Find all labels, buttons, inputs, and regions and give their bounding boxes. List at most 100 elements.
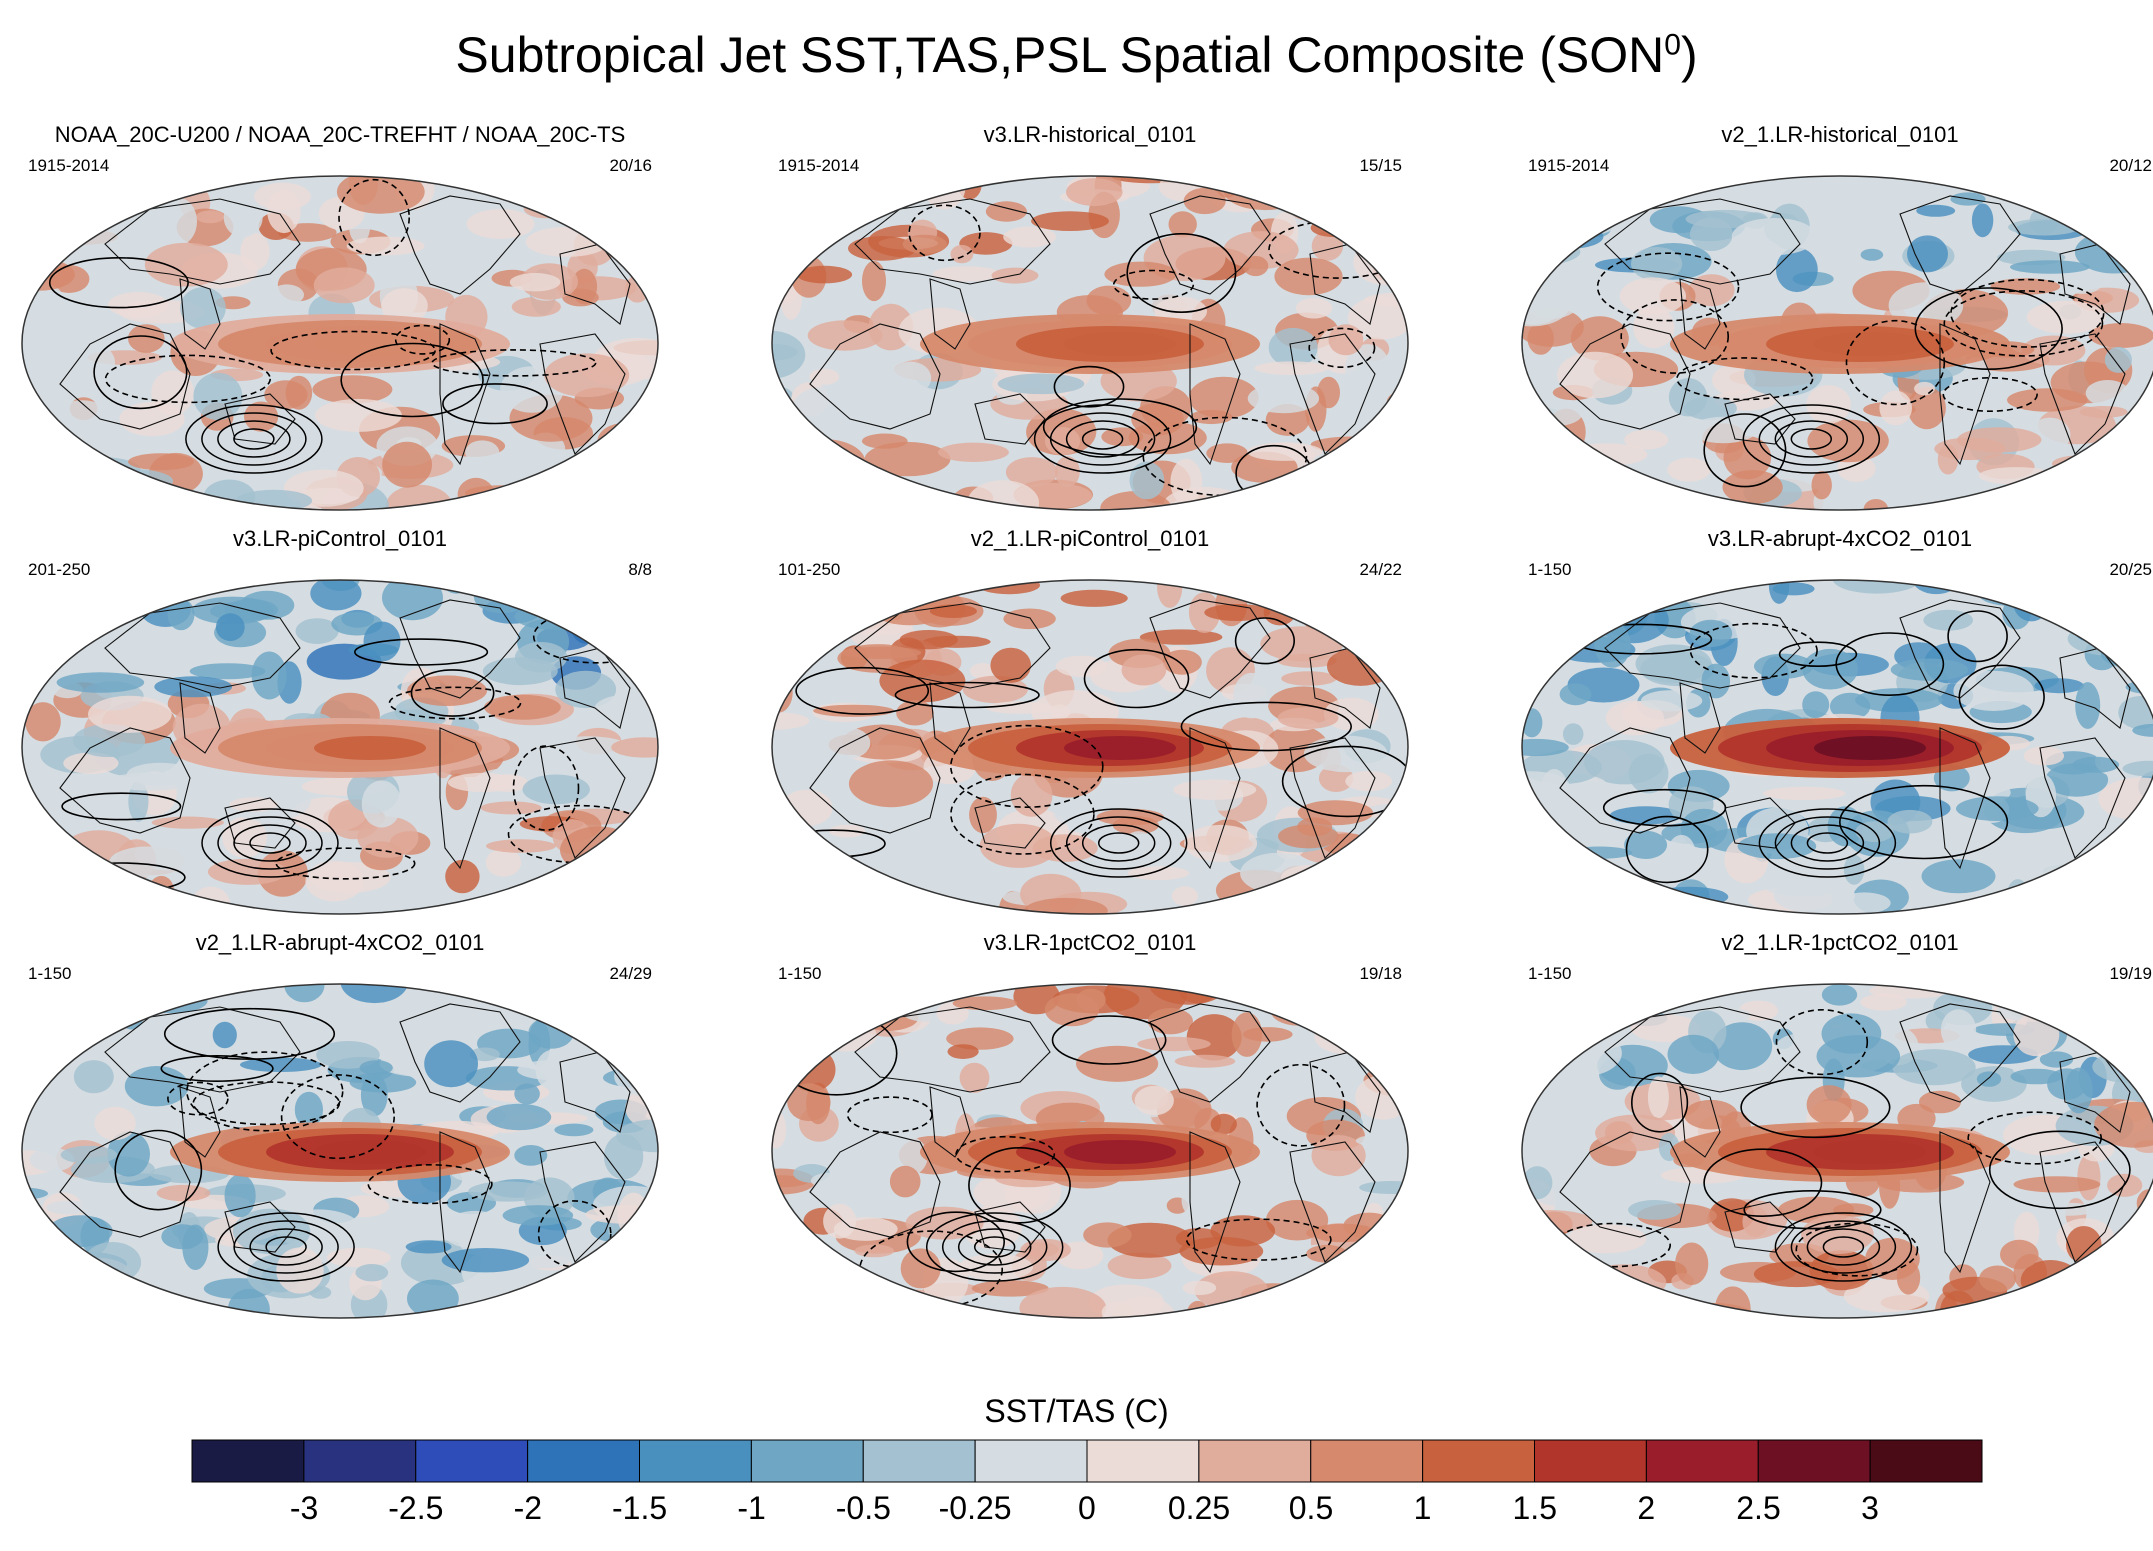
anomaly-patch [1121, 831, 1156, 867]
anomaly-patch [336, 176, 425, 214]
colorbar-swatch [1645, 1439, 1759, 1483]
anomaly-patch [2058, 870, 2142, 905]
anomaly-patch [1366, 803, 1408, 817]
psl-contour [1256, 1063, 1346, 1147]
anomaly-patch [554, 1123, 594, 1137]
anomaly-patch [517, 1060, 591, 1081]
panel-count: 24/29 [609, 964, 652, 983]
map-panel: v3.LR-piControl_0101 201-250 8/8 [10, 526, 670, 921]
coastline [1679, 682, 1721, 754]
anomaly-patch [1816, 1035, 1901, 1078]
coastline [1289, 737, 1376, 859]
anomaly-patch [1581, 1264, 1667, 1301]
anomaly-patch [1811, 471, 1832, 500]
anomaly-patch [229, 797, 278, 812]
anomaly-patch [1860, 248, 1884, 261]
anomaly-patch [223, 197, 263, 238]
anomaly-patch [84, 984, 144, 994]
anomaly-patch [482, 657, 558, 686]
coastline [974, 1201, 1046, 1253]
anomaly-patch [2034, 867, 2089, 914]
anomaly-patch [596, 861, 658, 891]
anomaly-patch [1137, 1036, 1211, 1052]
anomaly-patch [1953, 670, 2034, 711]
anomaly-patch [814, 1019, 877, 1052]
colorbar-swatch [1422, 1439, 1536, 1483]
anomaly-patch [1231, 1012, 1263, 1057]
anomaly-patch [1821, 984, 1858, 1006]
anomaly-patch [558, 458, 604, 492]
anomaly-patch [772, 189, 842, 218]
enso-tongue [1814, 736, 1926, 760]
anomaly-patch [1667, 457, 1711, 482]
psl-contour [270, 330, 436, 371]
anomaly-patch [22, 258, 75, 291]
anomaly-patch [1564, 876, 1588, 898]
anomaly-patch [94, 1106, 136, 1141]
anomaly-patch [600, 458, 650, 501]
anomaly-patch [890, 361, 932, 395]
map-border [1521, 983, 2153, 1319]
anomaly-patch [1626, 580, 1653, 616]
colorbar-swatch [750, 1439, 864, 1483]
anomaly-patch [326, 1247, 391, 1268]
map-border [1521, 175, 2153, 511]
anomaly-patch [1544, 580, 1613, 594]
anomaly-patch [2117, 641, 2142, 658]
anomaly-patch [22, 435, 70, 460]
anomaly-patch [2064, 1067, 2093, 1114]
panel-period: 1915-2014 [1528, 156, 1610, 175]
anomaly-patch [2096, 580, 2133, 607]
anomaly-patch [1832, 580, 1921, 594]
anomaly-patch [1024, 1242, 1059, 1257]
anomaly-patch [1314, 1019, 1378, 1054]
anomaly-patch [312, 375, 393, 404]
coastline [1559, 727, 1691, 834]
title-end: ) [1680, 27, 1698, 83]
panel-title: v3.LR-1pctCO2_0101 [983, 930, 1197, 955]
anomaly-patch [1375, 1232, 1408, 1272]
coastline [1189, 727, 1241, 870]
anomaly-patch [1937, 444, 1959, 475]
coastline [1559, 1131, 1691, 1238]
psl-contour [894, 681, 1040, 709]
coastline [1724, 1201, 1796, 1253]
psl-contour [957, 1228, 1032, 1266]
anomaly-patch [361, 780, 402, 828]
anomaly-patch [807, 320, 883, 351]
anomaly-patch [1121, 654, 1167, 686]
anomaly-patch [2078, 1271, 2153, 1310]
anomaly-patch [1210, 1113, 1237, 1135]
anomaly-patch [787, 1083, 831, 1122]
anomaly-patch [772, 207, 823, 232]
psl-contour [394, 324, 451, 355]
anomaly-patch [1175, 1228, 1222, 1249]
anomaly-patch [1603, 580, 1660, 607]
anomaly-patch [2029, 417, 2071, 453]
world-map [1521, 579, 2153, 915]
anomaly-patch [985, 701, 1053, 714]
coastline [104, 1006, 301, 1093]
psl-contour [1180, 701, 1352, 752]
anomaly-patch [1550, 219, 1613, 236]
psl-contour [367, 1164, 493, 1205]
anomaly-patch [309, 862, 391, 893]
anomaly-patch [597, 422, 654, 460]
psl-contour [1703, 413, 1787, 488]
page-title: Subtropical Jet SST,TAS,PSL Spatial Comp… [0, 26, 2153, 84]
anomaly-patch [2079, 405, 2128, 418]
anomaly-patch [784, 1022, 806, 1064]
coastline [2039, 1141, 2126, 1263]
anomaly-patch [991, 267, 1039, 284]
anomaly-patch [539, 476, 613, 510]
psl-contour [906, 1211, 1005, 1273]
anomaly-patch [950, 244, 974, 264]
anomaly-patch [22, 217, 63, 263]
anomaly-patch [469, 1047, 500, 1062]
anomaly-patch [22, 482, 39, 499]
colorbar-tick-label: 1 [1413, 1490, 1432, 1526]
anomaly-patch [1631, 247, 1683, 281]
anomaly-patch [486, 580, 530, 596]
anomaly-patch [1802, 648, 1858, 690]
anomaly-patch [1183, 187, 1226, 215]
